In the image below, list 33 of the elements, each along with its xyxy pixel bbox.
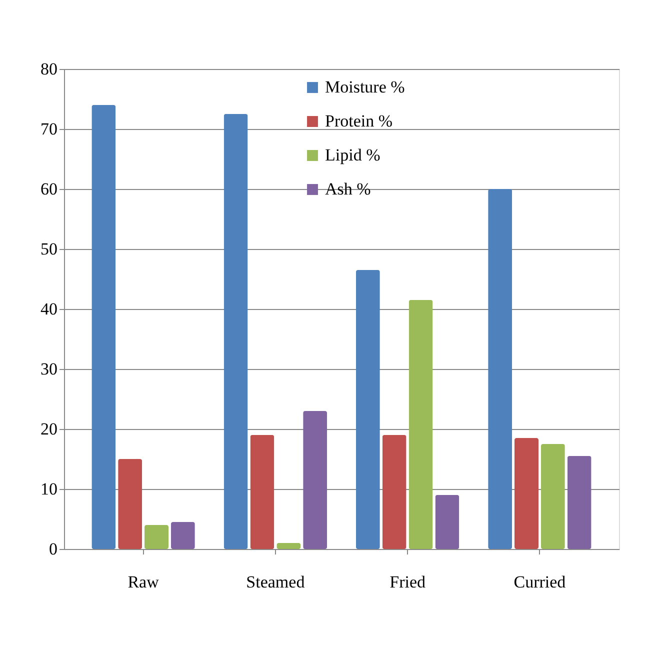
bar [514,438,538,549]
y-tick-label: 60 [40,180,58,198]
bar [488,189,512,549]
bar [382,435,406,549]
bar [276,543,301,549]
y-tick-label: 30 [40,360,58,378]
x-tick-label: Raw [128,572,160,592]
bar [303,411,328,549]
bar [118,459,142,549]
legend-label: Ash % [325,180,371,198]
bar [356,270,380,549]
bar [435,495,460,549]
y-tick-label: 50 [40,240,58,258]
y-tick-label: 70 [40,120,58,138]
bar [144,525,168,549]
bar [92,105,116,549]
y-tick-label: 40 [40,300,58,318]
y-tick-label: 20 [40,420,58,438]
x-tick-label: Fried [390,572,426,592]
legend-label: Lipid % [325,146,380,164]
bar [540,444,565,549]
y-tick-label: 10 [40,480,58,498]
bar [408,300,433,549]
x-tick-label: Steamed [246,572,306,592]
y-tick-label: 80 [40,60,58,78]
legend-label: Protein % [325,112,393,130]
x-tick-label: Curried [514,572,566,592]
bar [567,456,592,549]
bar [250,435,274,549]
legend-label: Moisture % [325,78,405,96]
y-tick-label: 0 [49,540,58,558]
bar [224,114,248,549]
bar [170,522,195,549]
